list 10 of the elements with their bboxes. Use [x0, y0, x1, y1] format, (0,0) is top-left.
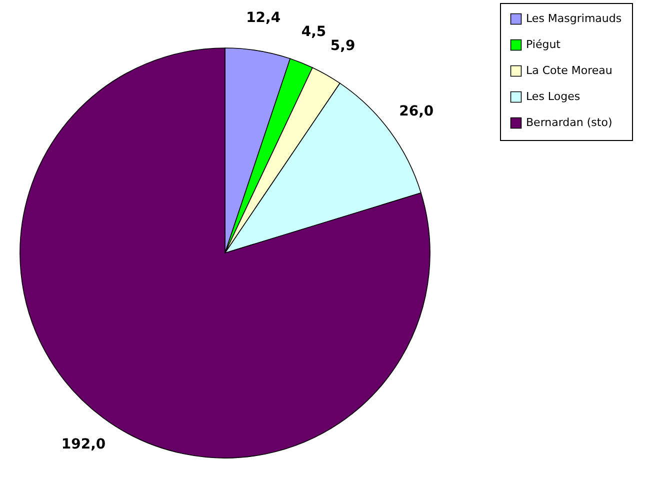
legend-label: Piégut — [526, 38, 562, 51]
data-label: 26,0 — [399, 104, 434, 120]
legend-label: Les Masgrimauds — [526, 12, 622, 25]
data-label: 12,4 — [246, 10, 281, 26]
data-label: 192,0 — [61, 436, 106, 452]
data-label: 5,9 — [330, 38, 356, 54]
data-label: 4,5 — [301, 24, 326, 40]
legend-label: Les Loges — [526, 90, 580, 103]
legend-label: La Cote Moreau — [526, 64, 612, 77]
legend-label: Bernardan (sto) — [526, 116, 612, 129]
